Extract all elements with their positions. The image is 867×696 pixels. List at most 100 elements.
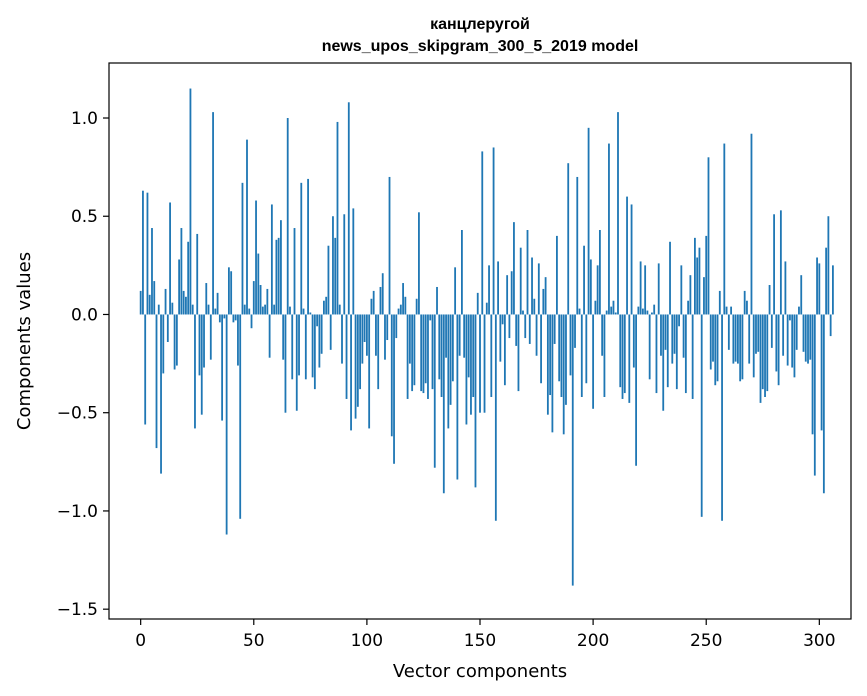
bar-222: [641, 308, 644, 315]
bar-262: [732, 314, 735, 364]
y-tick-label: 0.0: [71, 305, 98, 325]
y-axis-label: Components values: [14, 252, 35, 430]
bar-63: [282, 314, 285, 360]
bar-191: [571, 314, 574, 586]
bar-62: [280, 220, 282, 315]
x-tick-label: 300: [803, 631, 835, 651]
bar-58: [270, 204, 273, 315]
bar-237: [675, 314, 678, 390]
bar-182: [551, 314, 554, 433]
bar-240: [682, 314, 685, 358]
bar-107: [381, 273, 384, 315]
bar-65: [286, 118, 289, 315]
bar-102: [370, 298, 373, 315]
bar-1: [142, 190, 144, 315]
bar-87: [336, 121, 339, 315]
bar-245: [694, 237, 696, 315]
bar-268: [746, 300, 748, 315]
bar-127: [427, 314, 429, 399]
bar-152: [483, 314, 486, 413]
bar-216: [628, 314, 631, 403]
y-axis-ticks: −1.5 −1.0 −0.5 0.0 0.5 1.0: [57, 109, 109, 620]
bar-174: [533, 298, 536, 315]
bar-166: [515, 314, 518, 346]
y-tick-label: 0.5: [71, 207, 98, 227]
bar-131: [436, 286, 438, 315]
bar-165: [513, 222, 515, 315]
bar-153: [485, 302, 488, 315]
bar-243: [689, 275, 692, 315]
x-axis-label: Vector components: [393, 661, 567, 682]
bar-293: [802, 314, 805, 352]
bar-0: [139, 290, 142, 315]
bar-248: [700, 314, 703, 517]
bar-171: [526, 230, 529, 315]
bar-212: [619, 314, 622, 388]
bar-128: [429, 314, 432, 321]
bar-145: [467, 314, 470, 378]
bar-2: [144, 314, 147, 425]
bar-71: [300, 182, 303, 315]
bar-93: [350, 314, 352, 431]
bar-304: [827, 216, 830, 315]
bar-38: [225, 314, 228, 535]
bar-303: [825, 247, 828, 315]
bar-123: [418, 212, 420, 315]
bar-278: [768, 285, 771, 315]
bar-181: [549, 314, 552, 396]
y-tick-label: −1.5: [57, 600, 98, 620]
plot-frame: [108, 62, 852, 620]
bar-231: [662, 314, 665, 411]
bar-259: [725, 306, 728, 315]
bar-280: [773, 214, 775, 315]
y-tick-label: −1.0: [57, 502, 98, 522]
bar-247: [698, 247, 701, 315]
bar-70: [298, 314, 300, 376]
bar-113: [395, 314, 398, 339]
bar-46: [243, 304, 246, 315]
bar-180: [546, 314, 549, 415]
bar-249: [703, 277, 705, 315]
bar-52: [257, 253, 260, 315]
bar-274: [759, 314, 762, 403]
bar-192: [574, 314, 576, 348]
bar-299: [816, 257, 818, 315]
bar-59: [273, 304, 276, 315]
bar-253: [712, 314, 714, 362]
bar-209: [612, 300, 615, 315]
x-tick-label: 0: [135, 631, 146, 651]
bar-40: [230, 271, 233, 315]
bar-28: [203, 314, 205, 368]
bar-204: [601, 314, 604, 356]
bar-271: [752, 314, 755, 378]
bar-175: [535, 314, 538, 356]
bar-235: [671, 314, 674, 364]
bar-272: [755, 314, 757, 354]
bar-294: [804, 314, 807, 362]
bar-82: [325, 296, 328, 315]
bar-43: [237, 314, 239, 366]
bar-213: [621, 314, 624, 399]
bar-203: [598, 230, 601, 315]
bar-300: [818, 263, 821, 315]
bar-67: [291, 314, 294, 380]
bar-236: [673, 314, 676, 354]
bar-266: [741, 314, 744, 380]
bar-250: [705, 235, 708, 315]
bar-234: [669, 241, 671, 315]
bar-125: [422, 314, 425, 394]
bar-291: [798, 306, 800, 315]
bar-151: [481, 151, 484, 315]
bar-215: [626, 196, 628, 315]
bar-148: [474, 314, 477, 488]
bar-188: [565, 314, 567, 405]
bar-224: [646, 310, 649, 315]
bar-61: [277, 237, 280, 315]
bar-57: [268, 314, 271, 358]
bar-19: [182, 290, 185, 315]
bar-117: [404, 296, 407, 315]
bar-214: [623, 314, 626, 394]
bars-group: [139, 88, 834, 586]
